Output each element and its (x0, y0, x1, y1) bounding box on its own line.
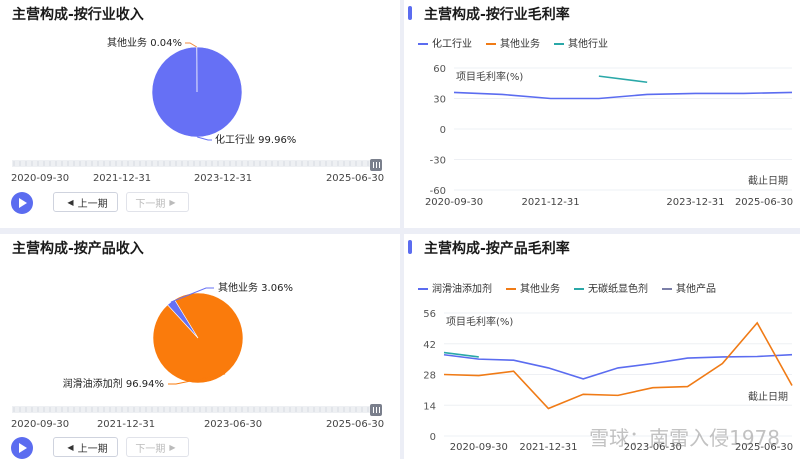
next-period-button[interactable]: 下一期 ▶ (126, 192, 189, 212)
panel-title: 主营构成-按产品收入 (12, 241, 144, 257)
legend-label: 无碳纸显色剂 (588, 282, 648, 295)
panel-title: 主营构成-按产品毛利率 (424, 241, 570, 257)
caret-left-icon: ◀ (67, 442, 74, 452)
prev-period-button[interactable]: ◀ 上一期 (53, 192, 118, 212)
industry-margin-line-chart: 化工行业 其他业务 其他行业 60 30 0 -30 -60 项目毛利率(%) 截止日期 2020-… (418, 37, 793, 208)
play-button[interactable] (11, 192, 33, 214)
play-icon (19, 443, 27, 453)
x-tick-label: 2021-12-31 (519, 442, 577, 453)
x-axis-label: 截止日期 (748, 174, 788, 187)
timeline-date-label: 2021-12-31 (97, 419, 155, 430)
panel-title: 主营构成-按行业毛利率 (424, 7, 570, 23)
industry-revenue-pie-chart: 其他业务 0.04% 化工行业 99.96% 2020-09-30 2021-12-3… (11, 36, 384, 184)
legend-label: 化工行业 (432, 37, 472, 50)
y-tick-label: 14 (423, 401, 436, 412)
y-tick-label: 0 (440, 125, 446, 136)
timeline-date-label: 2020-09-30 (11, 419, 69, 430)
x-axis-label: 截止日期 (748, 390, 788, 403)
prev-period-button[interactable]: ◀ 上一期 (53, 437, 118, 457)
product-margin-panel: 主营构成-按产品毛利率 润滑油添加剂 其他业务 无碳纸显色剂 其他产品 56 42 28 14… (404, 234, 800, 459)
y-tick-label: 28 (423, 371, 436, 382)
pie-label: 润滑油添加剂 96.94% (63, 377, 164, 390)
title-accent (408, 240, 412, 254)
y-tick-label: 56 (423, 309, 436, 320)
legend-label: 其他行业 (568, 37, 608, 50)
next-label: 下一期 (135, 443, 166, 455)
prev-label: 上一期 (77, 198, 108, 210)
timeline-date-label: 2025-06-30 (326, 419, 384, 430)
y-tick-label: 60 (433, 64, 446, 75)
legend-label: 其他产品 (676, 282, 716, 295)
prev-label: 上一期 (77, 443, 108, 455)
timeline-date-label: 2025-06-30 (326, 173, 384, 184)
play-button[interactable] (11, 437, 33, 459)
series-line-2 (598, 75, 648, 84)
x-tick-label: 2021-12-31 (522, 197, 580, 208)
next-label: 下一期 (135, 198, 166, 210)
series-line-0 (443, 353, 793, 380)
product-revenue-panel: 主营构成-按产品收入 其他业务 3.06% 润滑油添加剂 96.94% 2020-0… (0, 234, 400, 459)
y-tick-label: 30 (433, 95, 446, 106)
play-icon (19, 198, 27, 208)
y-tick-label: -60 (430, 186, 446, 197)
x-tick-label: 2025-06-30 (735, 197, 793, 208)
legend-label: 其他业务 (500, 37, 540, 50)
pie-label: 其他业务 3.06% (218, 281, 293, 294)
legend-label: 其他业务 (520, 282, 560, 295)
x-tick-label: 2020-09-30 (450, 442, 508, 453)
industry-revenue-panel: 主营构成-按行业收入 其他业务 0.04% 化工行业 99.96% 2020-09-… (0, 0, 400, 228)
pie-leader-line-1 (197, 136, 212, 141)
timeline-date-label: 2023-12-31 (194, 173, 252, 184)
product-revenue-pie-chart: 其他业务 3.06% 润滑油添加剂 96.94% 2020-09-30 2021-12… (11, 281, 384, 430)
y-tick-label: 42 (423, 340, 436, 351)
timeline-track (12, 160, 378, 167)
pie-leader-line-0 (170, 287, 214, 303)
timeline-date-label: 2021-12-31 (93, 173, 151, 184)
x-tick-label: 2020-09-30 (425, 197, 483, 208)
y-axis-label: 项目毛利率(%) (446, 315, 513, 328)
x-tick-label: 2023-06-30 (624, 442, 682, 453)
y-axis-label: 项目毛利率(%) (456, 70, 523, 83)
next-period-button[interactable]: 下一期 ▶ (126, 437, 189, 457)
timeline-date-label: 2020-09-30 (11, 173, 69, 184)
series-line-2 (443, 351, 479, 358)
pie-leader-line-0 (185, 42, 198, 48)
x-tick-label: 2023-12-31 (666, 197, 724, 208)
caret-right-icon: ▶ (169, 197, 176, 207)
industry-margin-panel: 主营构成-按行业毛利率 化工行业 其他业务 其他行业 60 30 0 -30 -60 项目毛利率… (404, 0, 800, 228)
timeline-date-label: 2023-06-30 (204, 419, 262, 430)
pie-label: 化工行业 99.96% (215, 133, 296, 146)
x-tick-label: 2025-06-30 (735, 442, 793, 453)
product-margin-line-chart: 润滑油添加剂 其他业务 无碳纸显色剂 其他产品 56 42 28 14 0 项目毛利率(%) 截止日… (418, 282, 793, 453)
series-line-1 (443, 321, 793, 410)
y-tick-label: 0 (430, 432, 436, 443)
series-line-0 (453, 91, 793, 100)
panel-title: 主营构成-按行业收入 (12, 7, 144, 23)
timeline-handle[interactable] (370, 404, 382, 416)
caret-left-icon: ◀ (67, 197, 74, 207)
legend-label: 润滑油添加剂 (432, 282, 492, 295)
pie-label: 其他业务 0.04% (107, 36, 182, 49)
title-accent (408, 6, 412, 20)
timeline-handle[interactable] (370, 159, 382, 171)
caret-right-icon: ▶ (169, 442, 176, 452)
y-tick-label: -30 (430, 156, 446, 167)
timeline-track (12, 406, 378, 413)
pie-leader-line-1 (168, 373, 226, 385)
